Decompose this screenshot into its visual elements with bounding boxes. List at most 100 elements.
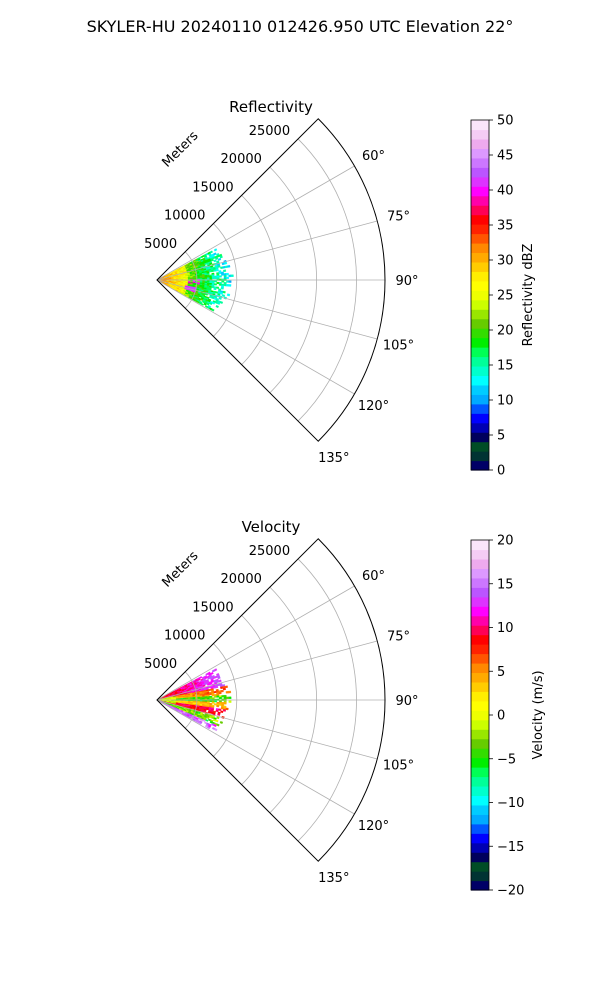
colorbar-swatch [471, 347, 489, 358]
data-cell [217, 265, 221, 268]
data-cell [221, 695, 225, 698]
data-cell [214, 700, 218, 703]
colorbar-tick-label: 5 [497, 429, 505, 444]
data-cell [198, 721, 202, 725]
data-cell [223, 269, 227, 273]
colorbar-swatch [471, 167, 489, 178]
data-cell [211, 285, 215, 289]
range-tick-label: 20000 [221, 572, 262, 587]
colorbar-swatch [471, 558, 489, 569]
data-cell [214, 695, 218, 698]
colorbar-swatch [471, 729, 489, 740]
colorbar-swatch [471, 224, 489, 235]
data-cell [223, 694, 227, 698]
data-cell [222, 687, 226, 691]
range-tick-label: 25000 [249, 124, 290, 139]
colorbar-swatch [471, 252, 489, 263]
colorbar-tick-label: 25 [497, 289, 514, 304]
colorbar-swatch [471, 328, 489, 339]
data-cell [213, 287, 217, 291]
data-cell [209, 693, 213, 696]
data-cell [228, 690, 232, 694]
azimuth-tick-label: 60° [362, 149, 385, 164]
colorbar-swatch [471, 441, 489, 452]
range-tick-label: 5000 [144, 237, 177, 252]
data-cell [218, 271, 222, 275]
data-cell [219, 292, 224, 295]
data-cell [206, 277, 210, 280]
colorbar-swatch [471, 432, 489, 443]
velocity-polar-grid [156, 558, 385, 842]
data-cell [223, 696, 227, 699]
colorbar-swatch [471, 540, 489, 551]
data-cell [213, 703, 217, 706]
colorbar-swatch [471, 422, 489, 433]
azimuth-gridline [156, 585, 355, 701]
data-cell [206, 700, 210, 702]
reflectivity-colorbar-label: Reflectivity dBZ [521, 244, 536, 347]
figure-title: SKYLER-HU 20240110 012426.950 UTC Elevat… [87, 17, 514, 36]
colorbar-swatch [471, 653, 489, 664]
colorbar-tick-label: 5 [497, 665, 505, 680]
data-cell [219, 301, 224, 304]
data-cell [230, 274, 234, 278]
sector-frame [156, 538, 386, 862]
range-tick-label: 25000 [249, 544, 290, 559]
colorbar-swatch [471, 460, 489, 471]
data-cell [225, 272, 229, 276]
data-cell [220, 710, 224, 714]
colorbar-swatch [471, 195, 489, 206]
data-cell [206, 697, 210, 700]
colorbar-tick-label: 0 [497, 709, 505, 724]
data-cell [215, 709, 219, 713]
data-cell [218, 297, 222, 300]
colorbar-swatch [471, 148, 489, 159]
data-cell [223, 274, 227, 278]
azimuth-tick-label: 120° [358, 819, 389, 834]
colorbar-tick-label: 0 [497, 464, 505, 479]
data-cell [223, 276, 227, 279]
colorbar-swatch [471, 795, 489, 806]
azimuth-tick-label: 90° [395, 274, 418, 289]
data-cell [215, 305, 219, 309]
data-cell [222, 290, 226, 294]
data-cell [211, 701, 215, 704]
reflectivity-panel: Reflectivity 60° 75° 90° 105° 120° 135° 5000 10… [144, 98, 536, 479]
data-cell [226, 293, 231, 297]
data-cell [220, 707, 224, 710]
data-cell [218, 275, 222, 278]
sector-frame [156, 118, 386, 442]
colorbar-swatch [471, 596, 489, 607]
colorbar-swatch [471, 814, 489, 825]
data-cell [221, 294, 226, 298]
velocity-panel-title: Velocity [242, 518, 301, 536]
colorbar-tick-label: 15 [497, 359, 514, 374]
colorbar-swatch [471, 587, 489, 598]
colorbar-tick-label: −20 [497, 884, 524, 899]
colorbar-tick-label: 10 [497, 394, 514, 409]
data-cell [217, 676, 221, 680]
data-cell [213, 668, 218, 672]
colorbar-swatch [471, 365, 489, 377]
colorbar-swatch [471, 748, 489, 759]
data-cell [211, 277, 215, 280]
colorbar-tick-label: 15 [497, 577, 514, 592]
data-cell [216, 716, 220, 720]
reflectivity-panel-title: Reflectivity [229, 98, 313, 116]
velocity-colorbar-label: Velocity (m/s) [531, 670, 546, 759]
data-cell [226, 696, 230, 700]
colorbar-swatch [471, 861, 489, 872]
data-cell [213, 690, 217, 694]
data-cell [218, 691, 222, 695]
azimuth-tick-label: 135° [318, 871, 349, 886]
colorbar-swatch [471, 375, 489, 386]
data-cell [208, 688, 212, 692]
data-cell [226, 280, 230, 283]
data-cell [225, 707, 229, 711]
colorbar-swatch [471, 337, 489, 348]
data-cell [215, 685, 219, 689]
azimuth-gridline [156, 279, 355, 395]
colorbar-tick-label: 35 [497, 219, 514, 234]
range-tick-label: 15000 [192, 600, 233, 615]
